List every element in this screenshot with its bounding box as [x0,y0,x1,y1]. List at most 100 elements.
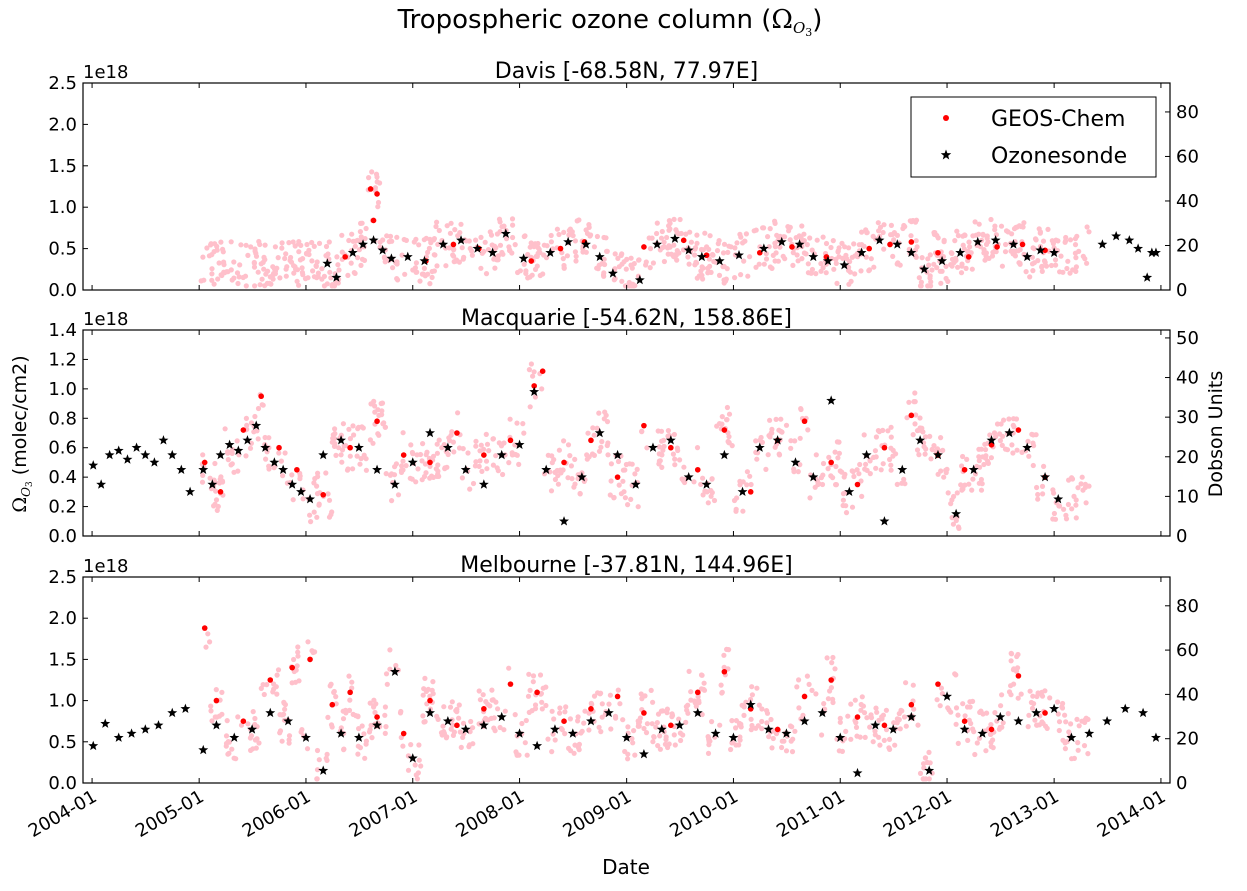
geos-daily-point [888,222,895,228]
geos-daily-point [707,738,713,744]
geos-daily-point [763,466,769,472]
geos-daily-point [773,416,779,422]
geos-chem-point [1019,241,1026,248]
geos-daily-point [988,731,994,737]
geos-daily-point [748,727,754,733]
geos-daily-point [1040,238,1047,244]
legend-marker-ozonesonde [940,149,952,160]
geos-daily-point [687,229,693,235]
geos-daily-point [753,227,759,233]
geos-daily-point [619,278,625,284]
geos-chem-point [347,444,353,451]
geos-daily-point [282,450,288,456]
geos-daily-point [1072,242,1079,248]
geos-daily-point [864,230,870,236]
x-axis-label: Date [602,855,650,879]
ozonesonde-point [995,711,1006,722]
ozonesonde-point [96,479,107,489]
geos-daily-point [670,451,677,457]
geos-daily-point [698,481,704,487]
x-tick-label: 2011-01 [773,786,849,842]
ozonesonde-point [514,439,525,449]
geos-daily-point [699,711,705,718]
geos-daily-point [622,495,629,501]
geos-daily-point [937,268,943,274]
geos-daily-point [216,480,223,486]
geos-daily-point [559,250,565,256]
y-tick-label: 0.0 [48,280,77,301]
geos-daily-point [447,230,453,236]
geos-daily-point [261,254,267,260]
geos-daily-point [1066,729,1072,735]
geos-daily-point [876,228,882,234]
geos-daily-point [482,715,489,721]
ozonesonde-point [88,740,99,751]
geos-daily-point [959,487,965,493]
geos-daily-point [842,471,848,477]
ozonesonde-point [353,442,364,452]
geos-daily-point [451,449,457,455]
geos-daily-point [726,411,733,417]
ozonesonde-point [669,233,680,243]
geos-daily-point [1085,751,1091,757]
geos-daily-point [448,432,454,438]
geos-daily-point [1063,512,1069,519]
geos-daily-point [926,749,932,756]
geos-daily-point [871,264,877,270]
geos-daily-point [788,445,794,451]
ozonesonde-point [301,732,311,742]
geos-daily-point [521,430,527,436]
geos-daily-point [252,721,258,728]
ozonesonde-point [692,707,703,718]
geos-daily-point [441,442,447,448]
geos-daily-point [413,772,419,778]
geos-daily-point [910,682,916,688]
ozonesonde-point [541,464,552,474]
exponent-label: 1e18 [83,309,128,330]
ozonesonde-point [968,464,979,474]
geos-daily-point [238,242,244,248]
geos-chem-point [641,244,647,250]
geos-daily-point [231,259,237,265]
ozonesonde-point [612,449,623,460]
geos-chem-point [294,466,300,473]
x-tick-label: 2014-01 [1094,786,1170,842]
geos-daily-point [399,463,405,469]
geos-daily-point [623,266,629,272]
geos-daily-point [988,722,994,728]
geos-daily-point [436,473,442,479]
geos-daily-point [356,247,362,253]
geos-daily-point [422,461,428,467]
geos-daily-point [295,649,301,655]
geos-daily-point [997,724,1003,730]
geos-daily-point [881,222,887,228]
geos-daily-point [805,270,812,276]
geos-daily-point [575,718,581,724]
geos-daily-point [954,228,960,234]
geos-daily-point [744,469,751,475]
geos-daily-point [883,707,890,713]
geos-daily-point [705,750,712,757]
geos-daily-point [532,706,539,712]
geos-daily-point [743,231,750,237]
geos-daily-point [416,242,422,248]
ozonesonde-point [719,449,730,460]
y-axis-label-left-text: ΩO3 (molec/cm2) [9,355,35,512]
geos-daily-point [793,235,799,241]
ozonesonde-point [377,245,388,255]
geos-daily-point [801,231,807,237]
geos-daily-point [434,263,440,269]
geos-daily-point [759,726,765,732]
geos-daily-point [976,458,982,464]
geos-daily-point [828,244,834,251]
geos-daily-point [742,238,748,244]
geos-daily-point [731,497,738,504]
geos-daily-point [222,426,228,432]
geos-daily-point [387,472,393,478]
y2-tick-label: 10 [1176,486,1199,507]
geos-daily-point [663,737,669,743]
geos-daily-point [512,242,518,248]
geos-daily-point [867,458,873,464]
geos-daily-point [310,268,316,274]
geos-daily-point [596,448,603,454]
